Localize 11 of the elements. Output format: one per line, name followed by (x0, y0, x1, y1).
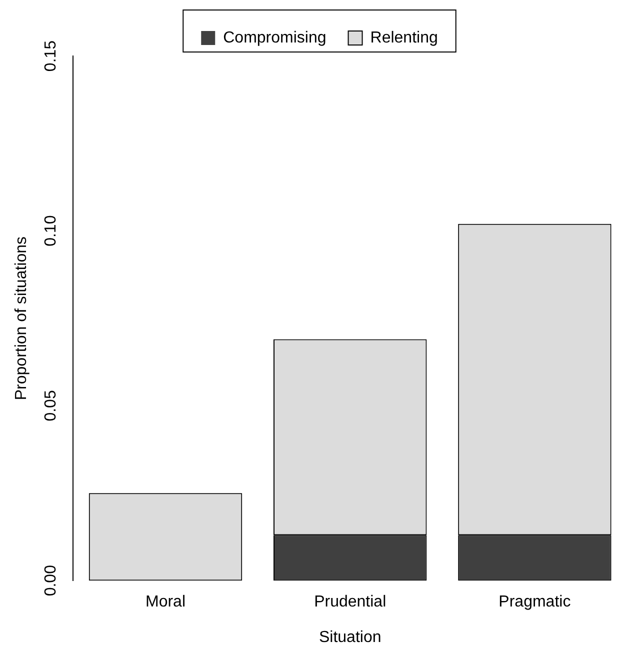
legend-label: Compromising (223, 29, 326, 46)
x-tick-label: Prudential (314, 594, 386, 611)
y-tick-label: 0.00 (42, 564, 60, 596)
y-tick-label: 0.10 (42, 215, 60, 246)
x-axis-title: Situation (318, 628, 382, 646)
y-axis-title: Proportion of situations (13, 236, 30, 400)
x-tick-label: Moral (145, 594, 186, 611)
legend-label: Relenting (370, 29, 438, 46)
y-tick-label: 0.15 (42, 40, 60, 72)
y-tick-label: 0.05 (42, 390, 60, 422)
x-tick-label: Pragmatic (498, 594, 571, 611)
